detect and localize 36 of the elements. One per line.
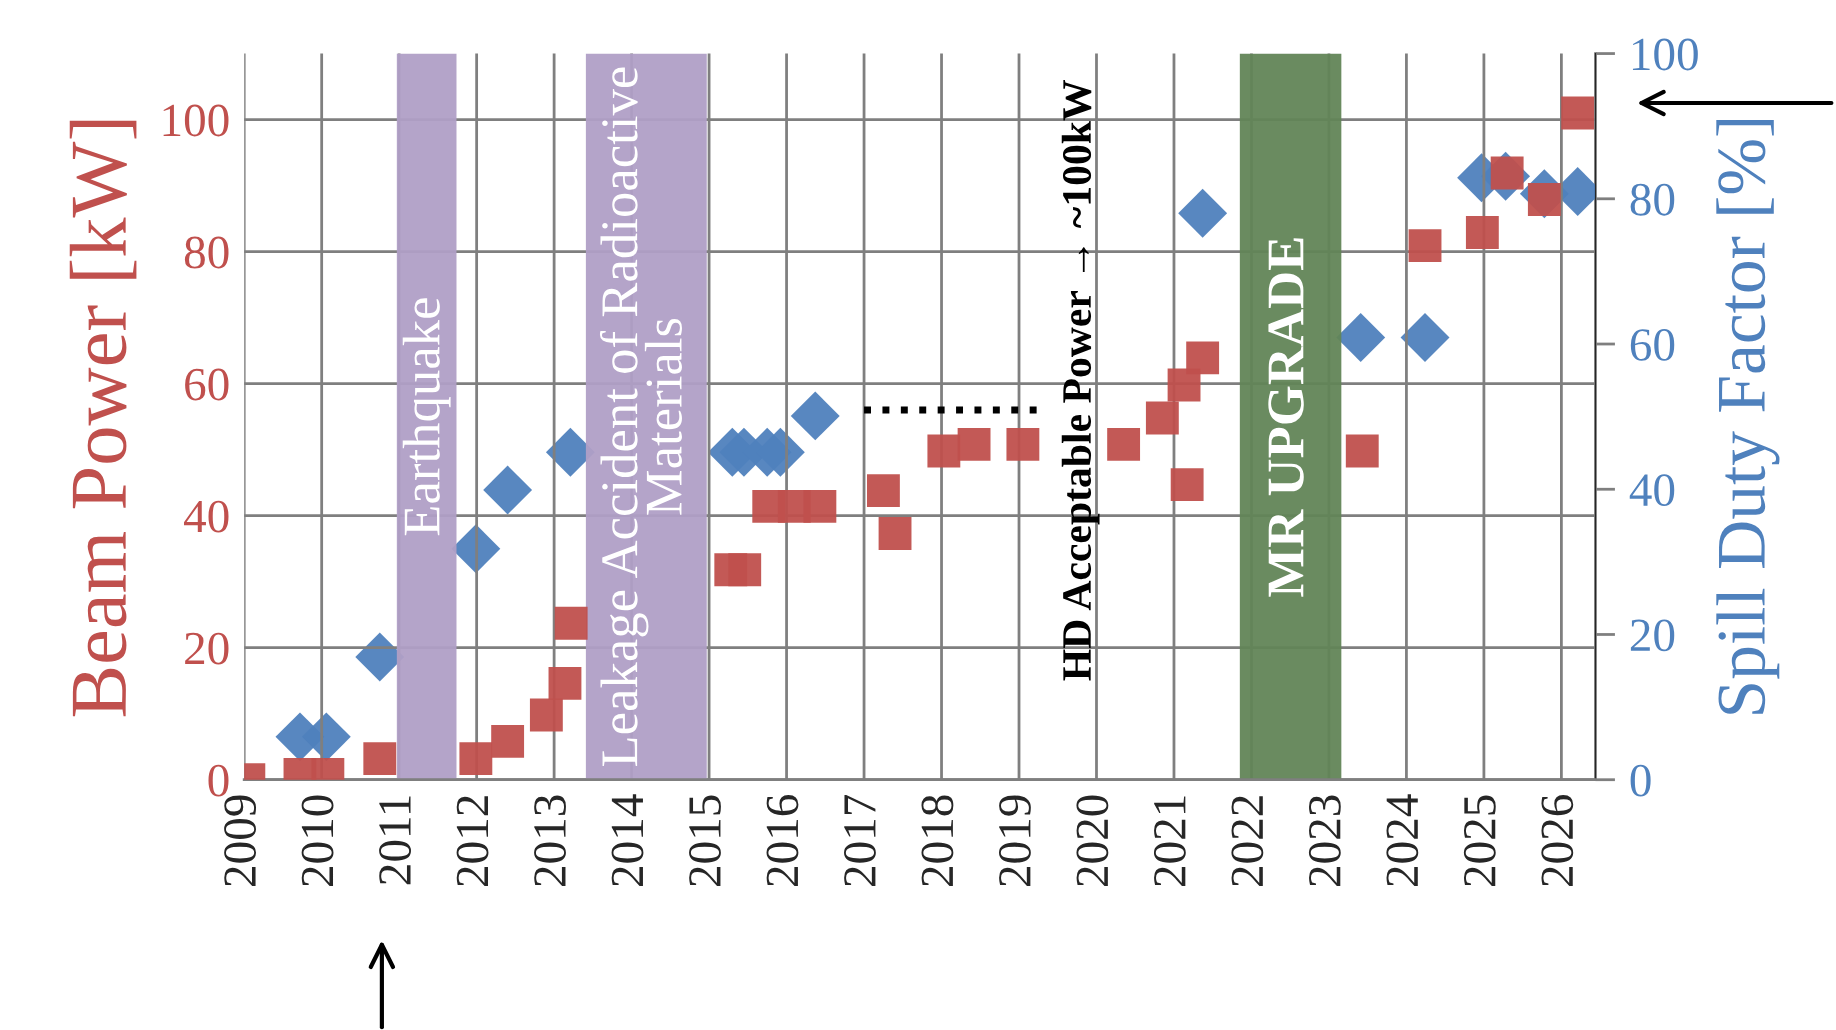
x-tick-label: 2010 [301,795,334,886]
x-tick-label: 2020 [1076,795,1109,886]
x-tick-label: 2019 [998,795,1031,886]
y-tick-label: 0 [208,764,229,797]
band-label: Leakage Accident of Radioactive Materials [599,67,682,767]
y2-tick-label: 100 [1632,38,1698,71]
x-tick-label: 2023 [1308,795,1341,886]
x-tick-label: 2022 [1231,796,1264,886]
x-tick-label: 2018 [921,795,954,886]
y-tick-label: 100 [163,104,229,137]
x-tick-label: 2024 [1386,794,1419,886]
x-tick-label: 2011 [379,796,411,885]
y2-axis-title: Spill Duty Factor [%] [1716,119,1780,714]
x-tick-label: 2021 [1153,796,1186,886]
y-tick-label: 60 [185,368,229,401]
x-tick-label: 2015 [689,795,721,886]
x-tick-label: 2026 [1541,795,1574,886]
x-tick-label: 2017 [844,794,876,886]
y2-tick-label: 40 [1629,474,1675,507]
y-tick-label: 40 [184,500,229,533]
y2-tick-label: 80 [1630,183,1675,216]
y-tick-label: 20 [185,632,229,665]
x-tick-label: 2009 [224,795,257,886]
x-tick-label: 2025 [1463,795,1496,886]
x-tick-label: 2012 [456,796,489,886]
band-label: MR UPGRADE [1268,238,1304,597]
y-axis-title: Beam Power [kW] [69,120,137,717]
band-label: Earthquake [402,298,451,536]
x-tick-label: 2016 [766,795,799,886]
x-tick-label: 2013 [534,795,566,886]
annotation: HD Acceptable Power → ~100kW [1061,80,1100,681]
x-tick-label: 2014 [611,794,644,886]
y2-tick-label: 0 [1630,764,1651,797]
y2-tick-label: 60 [1630,329,1675,361]
y-tick-label: 80 [184,236,229,269]
y2-tick-label: 20 [1630,619,1675,652]
